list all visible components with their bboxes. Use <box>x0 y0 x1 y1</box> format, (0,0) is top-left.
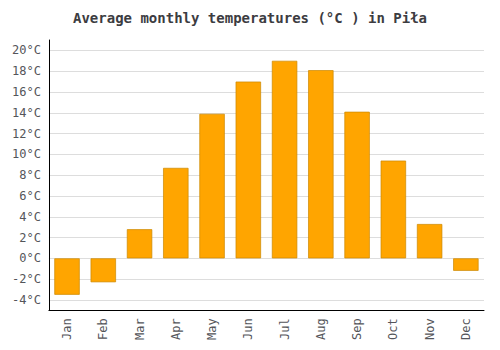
svg-text:Jul: Jul <box>278 318 292 340</box>
svg-text:0°C: 0°C <box>19 251 41 265</box>
svg-text:Sep: Sep <box>350 318 364 340</box>
svg-text:8°C: 8°C <box>19 168 41 182</box>
svg-text:16°C: 16°C <box>12 85 41 99</box>
svg-text:20°C: 20°C <box>12 43 41 57</box>
svg-text:14°C: 14°C <box>12 106 41 120</box>
svg-text:Dec: Dec <box>459 318 473 340</box>
svg-text:Aug: Aug <box>314 318 328 340</box>
svg-text:Nov: Nov <box>423 318 437 340</box>
svg-text:4°C: 4°C <box>19 210 41 224</box>
svg-text:Jan: Jan <box>60 318 74 340</box>
svg-text:10°C: 10°C <box>12 147 41 161</box>
svg-text:18°C: 18°C <box>12 64 41 78</box>
svg-text:Feb: Feb <box>96 318 110 340</box>
svg-text:Oct: Oct <box>386 318 400 340</box>
svg-text:Mar: Mar <box>133 318 147 340</box>
svg-text:Apr: Apr <box>169 318 183 340</box>
svg-text:Average monthly temperatures (: Average monthly temperatures (°C ) in Pi… <box>73 10 427 26</box>
svg-text:12°C: 12°C <box>12 127 41 141</box>
svg-text:May: May <box>205 318 219 340</box>
svg-text:-2°C: -2°C <box>12 272 41 286</box>
svg-text:6°C: 6°C <box>19 189 41 203</box>
svg-text:Jun: Jun <box>241 318 255 340</box>
svg-text:2°C: 2°C <box>19 231 41 245</box>
svg-text:-4°C: -4°C <box>12 293 41 307</box>
